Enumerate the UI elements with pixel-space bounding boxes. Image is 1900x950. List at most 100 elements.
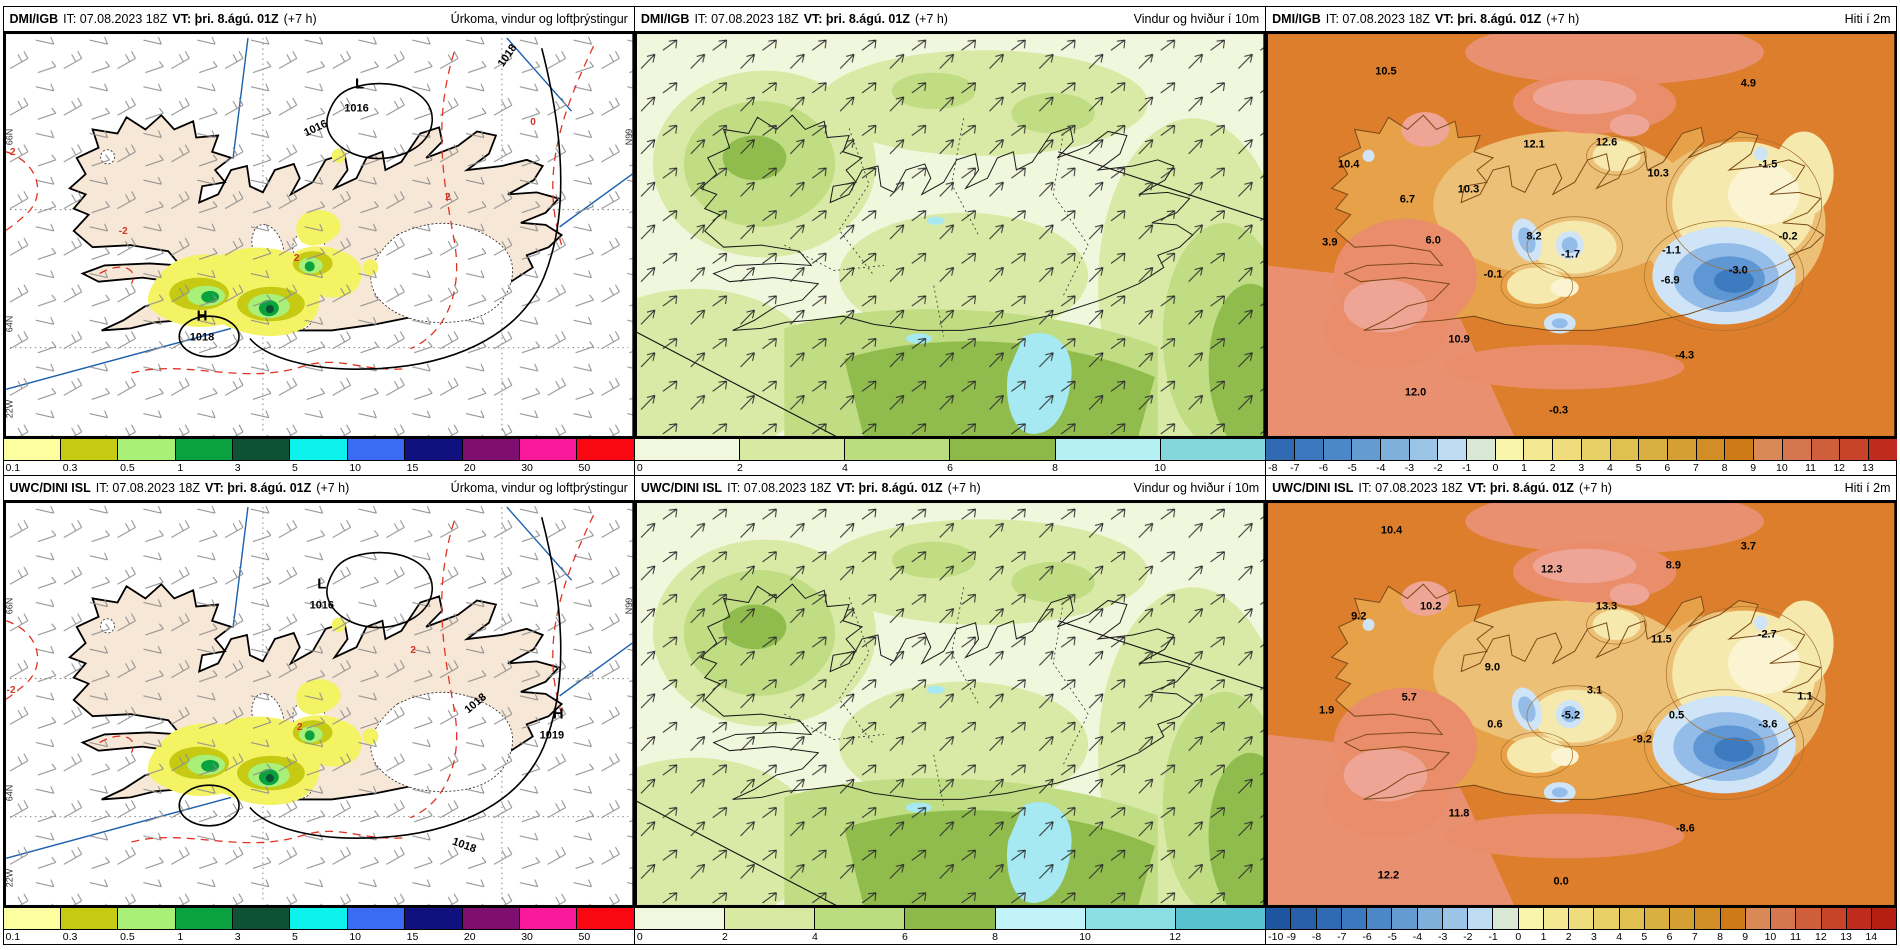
colorbar-segment — [950, 438, 1056, 460]
colorbar-wind — [634, 437, 1266, 461]
colorbar-tick-label: -9 — [1286, 930, 1297, 943]
colorbar-tick-label: 5 — [292, 461, 298, 474]
colorbar-labels: -8 -7 -6 -5 -4 -3 -2 -1 0 1 2 3 4 5 6 7 8 9 10 11 12 13 — [1266, 460, 1897, 475]
panel-header: DMI/IGB IT: 07.08.2023 18Z VT: þri. 8.ág… — [1266, 6, 1897, 31]
temperature-value-label: 10.2 — [1419, 600, 1442, 613]
colorbar-segment — [1417, 907, 1443, 929]
variable-label: Hiti í 2m — [1844, 11, 1891, 26]
colorbar-segment — [1524, 438, 1554, 460]
pressure-label: 1016 — [309, 599, 335, 612]
model-name: DMI/IGB — [9, 11, 59, 26]
variable-label: Hiti í 2m — [1844, 480, 1891, 495]
colorbar-tick-label: 5 — [1635, 461, 1642, 474]
colorbar-tick-label: 13 — [1861, 461, 1874, 474]
temperature-value-label: 3.9 — [1322, 236, 1338, 249]
pressure-label: 1018 — [462, 690, 490, 716]
colorbar-segment — [1323, 438, 1353, 460]
colorbar-segment — [233, 907, 291, 929]
colorbar-temp — [1266, 906, 1897, 930]
colorbar-segment — [1352, 438, 1381, 460]
colorbar-tick-label: 6 — [1664, 461, 1671, 474]
temperature-value-label: 12.6 — [1595, 136, 1618, 149]
temperature-value-label: 8.2 — [1526, 230, 1542, 243]
colorbar-tick-label: 10 — [349, 930, 361, 943]
pressure-label: L — [355, 75, 365, 93]
colorbar-segment — [3, 438, 61, 460]
colorbar-segment — [1266, 907, 1292, 929]
colorbar-temp — [1266, 437, 1897, 461]
colorbar-segment — [1493, 907, 1519, 929]
colorbar-segment — [1442, 907, 1469, 929]
map-label-overlay: 10.4 3.7 12.3 8.9 9.2 10.2 13.3 -2.7 11.5 9.0 3.1 1… — [1266, 501, 1896, 907]
colorbar-segment — [1868, 438, 1897, 460]
map-wind-gusts — [634, 499, 1266, 907]
colorbar-tick-label: 14 — [1865, 930, 1878, 943]
colorbar-segment — [1745, 907, 1772, 929]
colorbar-segment — [405, 438, 463, 460]
variable-label: Úrkoma, vindur og loftþrýstingur — [450, 11, 628, 26]
panel-uwc-precip: UWC/DINI ISL IT: 07.08.2023 18Z VT: þri.… — [2, 474, 635, 945]
map-temperature: 10.5 4.9 10.4 12.1 12.6 10.3 -1.5 10.3 6.7 8.2 -1.… — [1266, 30, 1897, 438]
colorbar-segment — [905, 907, 996, 929]
panel-grid: DMI/IGB IT: 07.08.2023 18Z VT: þri. 8.ág… — [2, 5, 1898, 945]
temperature-value-label: -0.2 — [1778, 230, 1798, 243]
init-time: IT: 07.08.2023 18Z — [95, 480, 200, 495]
colorbar-segment — [520, 438, 578, 460]
colorbar-tick-label: 11 — [1790, 930, 1802, 943]
graticule-label: 22W — [4, 868, 15, 888]
colorbar-segment — [577, 907, 634, 929]
colorbar-segment — [1569, 907, 1595, 929]
colorbar-segment — [1644, 907, 1671, 929]
temperature-value-label: 4.9 — [1740, 77, 1756, 90]
graticule-label: 66N — [623, 128, 634, 146]
valid-time: VT: þri. 8.ágú. 01Z — [1435, 11, 1542, 26]
colorbar-segment — [1291, 907, 1317, 929]
colorbar-segment — [1725, 438, 1755, 460]
colorbar-tick-label: 4 — [1616, 930, 1623, 943]
colorbar-segment — [233, 438, 291, 460]
map-label-overlay: 10.5 4.9 10.4 12.1 12.6 10.3 -1.5 10.3 6.7 8.2 -1.… — [1266, 32, 1896, 438]
temperature-value-label: 0.5 — [1668, 709, 1685, 722]
temperature-value-label: 11.5 — [1650, 633, 1672, 646]
colorbar-tick-label: 0 — [636, 461, 643, 474]
pressure-label: 2 — [293, 252, 300, 264]
colorbar-segment — [1543, 907, 1570, 929]
colorbar-segment — [462, 438, 521, 460]
colorbar-tick-label: 8 — [1717, 930, 1723, 943]
temperature-value-label: 13.3 — [1595, 600, 1618, 613]
temperature-value-label: -6.9 — [1660, 274, 1680, 287]
graticule-label: 66N — [4, 597, 15, 615]
model-name: UWC/DINI ISL — [9, 480, 91, 495]
colorbar-tick-label: -8 — [1311, 930, 1322, 943]
temperature-value-label: 0.6 — [1487, 718, 1503, 731]
pressure-label: 1018 — [450, 835, 478, 855]
lead-time: (+7 h) — [1546, 11, 1580, 26]
colorbar-tick-label: 5 — [1641, 930, 1648, 943]
colorbar-tick-label: 3 — [234, 461, 241, 474]
colorbar-segment — [1266, 438, 1295, 460]
colorbar-segment — [1055, 438, 1161, 460]
colorbar-tick-label: 9 — [1742, 930, 1749, 943]
colorbar-segment — [815, 907, 906, 929]
colorbar-segment — [725, 907, 816, 929]
colorbar-tick-label: 2 — [736, 461, 743, 474]
colorbar-tick-label: 2 — [1565, 930, 1572, 943]
temperature-value-label: -5.2 — [1561, 709, 1581, 722]
colorbar-segment — [1872, 907, 1897, 929]
temperature-value-label: 10.4 — [1338, 158, 1360, 171]
colorbar-tick-label: 0.3 — [62, 930, 78, 943]
colorbar-tick-label: -4 — [1412, 930, 1423, 943]
pressure-label: 1018 — [495, 42, 520, 70]
init-time: IT: 07.08.2023 18Z — [63, 11, 168, 26]
colorbar-tick-label: 8 — [992, 930, 998, 943]
temperature-value-label: 3.1 — [1586, 684, 1603, 697]
valid-time: VT: þri. 8.ágú. 01Z — [803, 11, 910, 26]
panel-uwc-temp: UWC/DINI ISL IT: 07.08.2023 18Z VT: þri.… — [1265, 474, 1898, 945]
colorbar-segment — [405, 907, 463, 929]
model-name: UWC/DINI ISL — [1272, 480, 1354, 495]
temperature-value-label: -4.3 — [1675, 349, 1695, 362]
panel-header: UWC/DINI ISL IT: 07.08.2023 18Z VT: þri.… — [634, 475, 1266, 500]
pressure-label: -2 — [6, 685, 16, 697]
temperature-value-label: 1.9 — [1319, 704, 1335, 717]
temperature-value-label: -0.1 — [1483, 268, 1503, 281]
